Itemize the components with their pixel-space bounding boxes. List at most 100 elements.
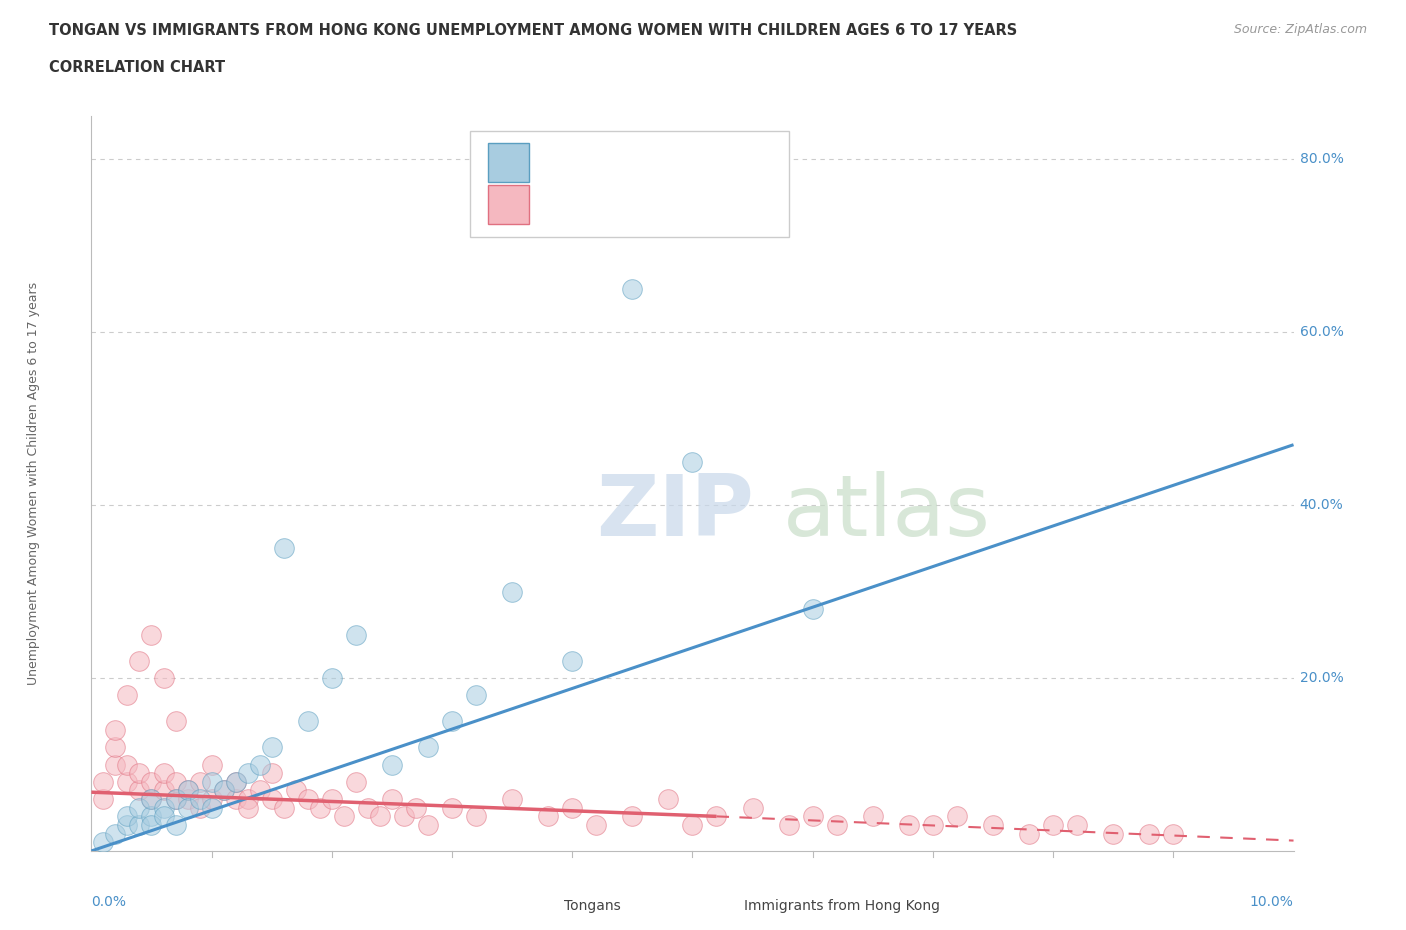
Point: [344, 628, 367, 643]
Point: [297, 791, 319, 806]
Text: 10.0%: 10.0%: [1250, 895, 1294, 909]
Point: [141, 791, 163, 806]
Point: [104, 826, 127, 841]
Text: R = -0.122: R = -0.122: [543, 195, 640, 213]
Text: Unemployment Among Women with Children Ages 6 to 17 years: Unemployment Among Women with Children A…: [27, 282, 41, 685]
FancyBboxPatch shape: [488, 142, 529, 182]
Point: [260, 739, 283, 754]
Point: [1066, 817, 1088, 832]
Point: [236, 791, 259, 806]
Point: [165, 817, 187, 832]
Text: Source: ZipAtlas.com: Source: ZipAtlas.com: [1233, 23, 1367, 36]
Point: [188, 791, 211, 806]
Text: Tongans: Tongans: [564, 899, 620, 913]
Point: [201, 791, 224, 806]
Point: [104, 723, 127, 737]
Point: [585, 817, 607, 832]
Point: [405, 801, 427, 816]
Point: [416, 739, 439, 754]
Point: [897, 817, 920, 832]
Point: [152, 671, 174, 685]
Point: [297, 714, 319, 729]
Text: R =  0.587: R = 0.587: [543, 153, 638, 171]
Point: [681, 817, 703, 832]
Point: [117, 817, 139, 832]
Point: [308, 801, 330, 816]
Point: [201, 801, 224, 816]
Point: [176, 791, 198, 806]
Text: N = 72: N = 72: [675, 195, 737, 213]
Text: Immigrants from Hong Kong: Immigrants from Hong Kong: [744, 899, 941, 913]
Point: [188, 801, 211, 816]
Point: [93, 835, 115, 850]
Point: [117, 809, 139, 824]
Point: [128, 765, 150, 780]
Point: [249, 757, 271, 772]
Text: 60.0%: 60.0%: [1299, 326, 1343, 339]
Point: [981, 817, 1004, 832]
Point: [392, 809, 415, 824]
Point: [176, 783, 198, 798]
Point: [946, 809, 969, 824]
Point: [152, 809, 174, 824]
Point: [501, 791, 523, 806]
Text: 80.0%: 80.0%: [1299, 153, 1343, 166]
Point: [104, 739, 127, 754]
Point: [357, 801, 380, 816]
Point: [225, 775, 247, 790]
Point: [212, 783, 235, 798]
Point: [333, 809, 356, 824]
Point: [128, 654, 150, 669]
Point: [225, 775, 247, 790]
Point: [176, 801, 198, 816]
Point: [440, 801, 463, 816]
Point: [321, 671, 343, 685]
Point: [128, 817, 150, 832]
Point: [225, 791, 247, 806]
Point: [681, 455, 703, 470]
Point: [165, 775, 187, 790]
Point: [201, 757, 224, 772]
Point: [201, 775, 224, 790]
Point: [801, 809, 824, 824]
Point: [141, 775, 163, 790]
Point: [273, 801, 295, 816]
Point: [321, 791, 343, 806]
Point: [284, 783, 307, 798]
Point: [862, 809, 884, 824]
Point: [801, 602, 824, 617]
Point: [152, 783, 174, 798]
Point: [621, 282, 644, 297]
Point: [501, 584, 523, 599]
Point: [922, 817, 945, 832]
Point: [706, 809, 728, 824]
Point: [104, 757, 127, 772]
Point: [260, 765, 283, 780]
Point: [128, 801, 150, 816]
FancyBboxPatch shape: [470, 131, 789, 237]
Point: [1018, 826, 1040, 841]
Point: [117, 775, 139, 790]
Point: [561, 654, 583, 669]
Point: [465, 688, 488, 703]
Text: ZIP: ZIP: [596, 472, 754, 554]
FancyBboxPatch shape: [690, 894, 737, 926]
Point: [561, 801, 583, 816]
Point: [465, 809, 488, 824]
Point: [1042, 817, 1064, 832]
Point: [621, 809, 644, 824]
Point: [1137, 826, 1160, 841]
Point: [778, 817, 800, 832]
Point: [657, 791, 679, 806]
Point: [381, 791, 404, 806]
Text: 20.0%: 20.0%: [1299, 671, 1343, 685]
Text: 0.0%: 0.0%: [91, 895, 127, 909]
Point: [741, 801, 763, 816]
Point: [165, 791, 187, 806]
Point: [176, 783, 198, 798]
Point: [236, 765, 259, 780]
Point: [93, 791, 115, 806]
Point: [273, 541, 295, 556]
Text: TONGAN VS IMMIGRANTS FROM HONG KONG UNEMPLOYMENT AMONG WOMEN WITH CHILDREN AGES : TONGAN VS IMMIGRANTS FROM HONG KONG UNEM…: [49, 23, 1018, 38]
Point: [416, 817, 439, 832]
